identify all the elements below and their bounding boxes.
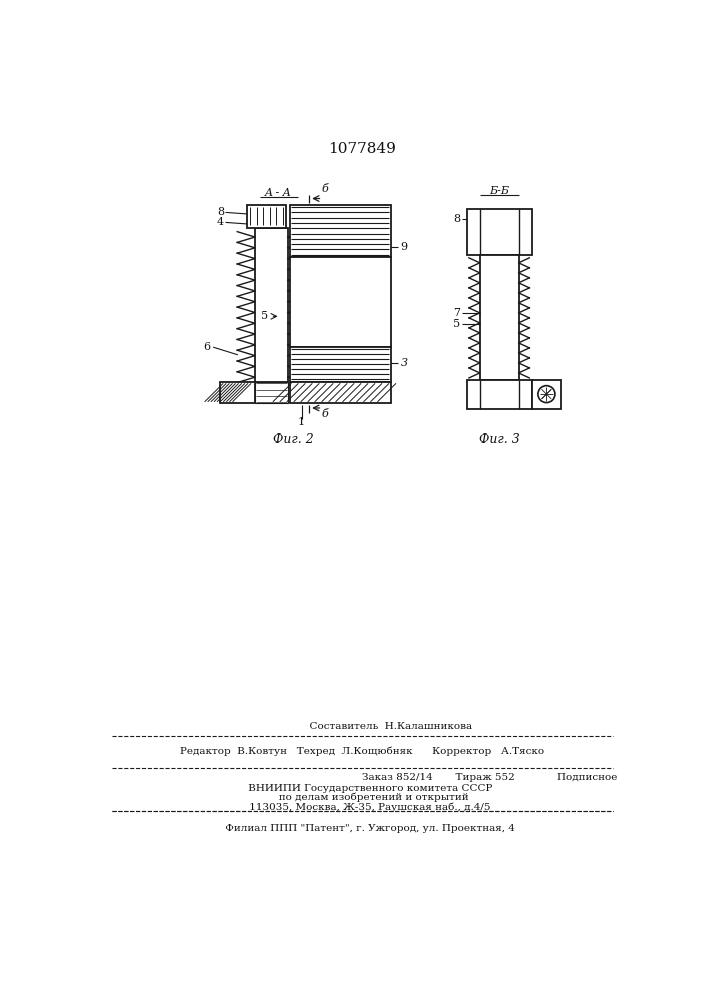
Text: Составитель  Н.Калашникова: Составитель Н.Калашникова	[252, 722, 472, 731]
Bar	[532, 380, 561, 409]
Text: 113035, Москва, Ж-35, Раушская наб., д.4/5: 113035, Москва, Ж-35, Раушская наб., д.4…	[233, 802, 491, 812]
Text: 5: 5	[261, 311, 268, 321]
Text: 1077849: 1077849	[328, 142, 396, 156]
Text: 3: 3	[401, 358, 408, 368]
Text: Редактор  В.Ковтун   Техред  Л.Кощюбняк      Корректор   А.Тяско: Редактор В.Ковтун Техред Л.Кощюбняк Корр…	[180, 747, 544, 756]
Bar	[247, 205, 286, 228]
Text: Фиг. 3: Фиг. 3	[479, 433, 520, 446]
Bar	[290, 347, 391, 382]
Bar	[467, 380, 532, 409]
Text: б: б	[322, 409, 328, 419]
Text: 5: 5	[453, 319, 460, 329]
Bar	[255, 382, 288, 403]
Text: 1: 1	[298, 417, 305, 427]
Text: б: б	[322, 184, 328, 194]
Bar	[290, 205, 391, 257]
Text: 8: 8	[453, 214, 460, 224]
Text: Филиал ППП "Патент", г. Ужгород, ул. Проектная, 4: Филиал ППП "Патент", г. Ужгород, ул. Про…	[209, 824, 515, 833]
Bar	[290, 257, 391, 347]
Text: 7: 7	[453, 308, 460, 318]
Text: A - A: A - A	[265, 188, 291, 198]
Text: Заказ 852/14       Тираж 552             Подписное: Заказ 852/14 Тираж 552 Подписное	[362, 773, 617, 782]
Text: Фиг. 2: Фиг. 2	[274, 433, 314, 446]
Text: 4: 4	[217, 217, 224, 227]
Text: 6: 6	[204, 342, 211, 352]
Bar	[290, 382, 391, 403]
Text: Б-Б: Б-Б	[489, 186, 509, 196]
Text: ВНИИПИ Государственного комитета СССР: ВНИИПИ Государственного комитета СССР	[232, 784, 492, 793]
Text: 9: 9	[401, 242, 408, 252]
Bar	[467, 209, 532, 255]
Bar	[480, 255, 518, 380]
Bar	[220, 382, 255, 403]
Bar	[255, 228, 288, 382]
Text: 8: 8	[217, 207, 224, 217]
Text: по делам изобретений и открытий: по делам изобретений и открытий	[256, 793, 468, 802]
